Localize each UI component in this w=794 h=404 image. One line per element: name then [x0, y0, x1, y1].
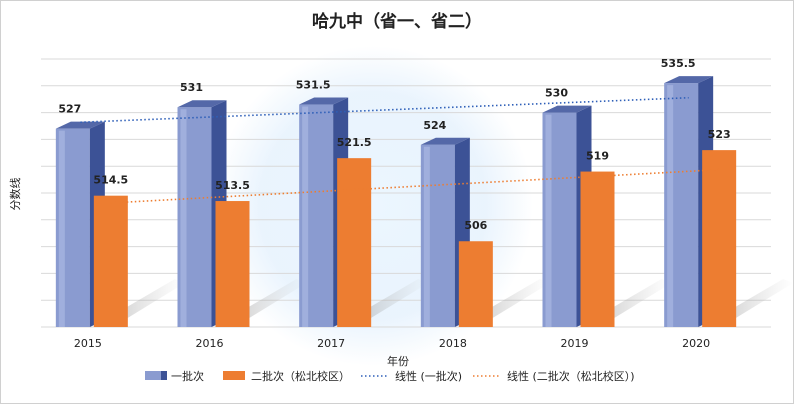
bar-erpi-2016	[215, 201, 250, 327]
value-label-erpi-2018: 506	[464, 219, 487, 232]
bar-yipi-2016	[177, 100, 227, 328]
bar-erpi-2019	[580, 171, 615, 327]
legend-item-erpi: 二批次（松北校区）	[223, 369, 350, 383]
value-label-yipi-2015: 527	[58, 103, 81, 116]
y-axis-title: 分数线	[8, 178, 22, 211]
gridlines	[41, 58, 771, 328]
trendlines	[80, 96, 720, 204]
value-labels: 527 514.5 531 513.5 531.5 521.5 524 506 530 519 53…	[58, 57, 730, 232]
legend-item-yipi: 一批次	[145, 369, 204, 383]
x-tick-2016: 2016	[196, 337, 224, 350]
legend-item-trend-yipi: 线性 (一批次)	[361, 369, 462, 383]
value-label-yipi-2016: 531	[180, 81, 203, 94]
bars	[55, 76, 737, 328]
bar-top-face	[420, 137, 470, 145]
bar-top-face	[542, 105, 592, 113]
trendline-erpi	[110, 168, 720, 204]
bar-erpi-2018	[458, 241, 493, 327]
bar-top-face	[664, 76, 714, 84]
value-label-erpi-2019: 519	[586, 150, 609, 163]
x-tick-2015: 2015	[74, 337, 102, 350]
bar-erpi-2015	[93, 195, 128, 327]
chart-title: 哈九中（省一、省二）	[312, 11, 482, 32]
legend-label-trend-erpi: 线性 (二批次（松北校区）)	[507, 369, 635, 383]
legend-label-erpi: 二批次（松北校区）	[251, 369, 350, 383]
bar-highlight	[302, 106, 309, 327]
bar-highlight	[180, 109, 187, 328]
trendline-yipi	[80, 96, 689, 124]
value-label-yipi-2018: 524	[423, 119, 446, 132]
bar-highlight	[667, 85, 674, 328]
value-label-erpi-2020: 523	[708, 128, 731, 141]
value-label-erpi-2017: 521.5	[337, 136, 372, 149]
legend-swatch-side	[161, 371, 167, 380]
x-axis-title: 年份	[387, 354, 409, 368]
bar-highlight	[58, 130, 65, 327]
x-tick-2019: 2019	[561, 337, 589, 350]
x-tick-2020: 2020	[682, 337, 710, 350]
x-tick-2017: 2017	[317, 337, 345, 350]
legend-item-trend-erpi: 线性 (二批次（松北校区）)	[473, 369, 635, 383]
bar-erpi-2017	[337, 158, 372, 327]
value-label-yipi-2019: 530	[545, 87, 568, 100]
bar-erpi-2020	[702, 150, 737, 327]
legend-label-trend-yipi: 线性 (一批次)	[395, 369, 462, 383]
bar-top-face	[177, 100, 227, 108]
legend: 一批次 二批次（松北校区） 线性 (一批次) 线性 (二批次（松北校区）)	[145, 369, 635, 383]
legend-swatch-yipi	[145, 371, 161, 380]
value-label-yipi-2017: 531.5	[296, 79, 331, 92]
x-tick-labels: 2015 2016 2017 2018 2019 2020	[74, 337, 710, 350]
legend-label-yipi: 一批次	[171, 369, 204, 383]
bar-highlight	[545, 114, 552, 327]
legend-swatch-erpi	[223, 371, 245, 380]
bar-top-face	[299, 97, 349, 105]
value-label-erpi-2016: 513.5	[215, 179, 250, 192]
value-label-erpi-2015: 514.5	[93, 174, 128, 187]
bar-highlight	[423, 146, 430, 327]
value-label-yipi-2020: 535.5	[661, 57, 696, 70]
x-tick-2018: 2018	[439, 337, 467, 350]
bar-top-face	[55, 121, 105, 129]
